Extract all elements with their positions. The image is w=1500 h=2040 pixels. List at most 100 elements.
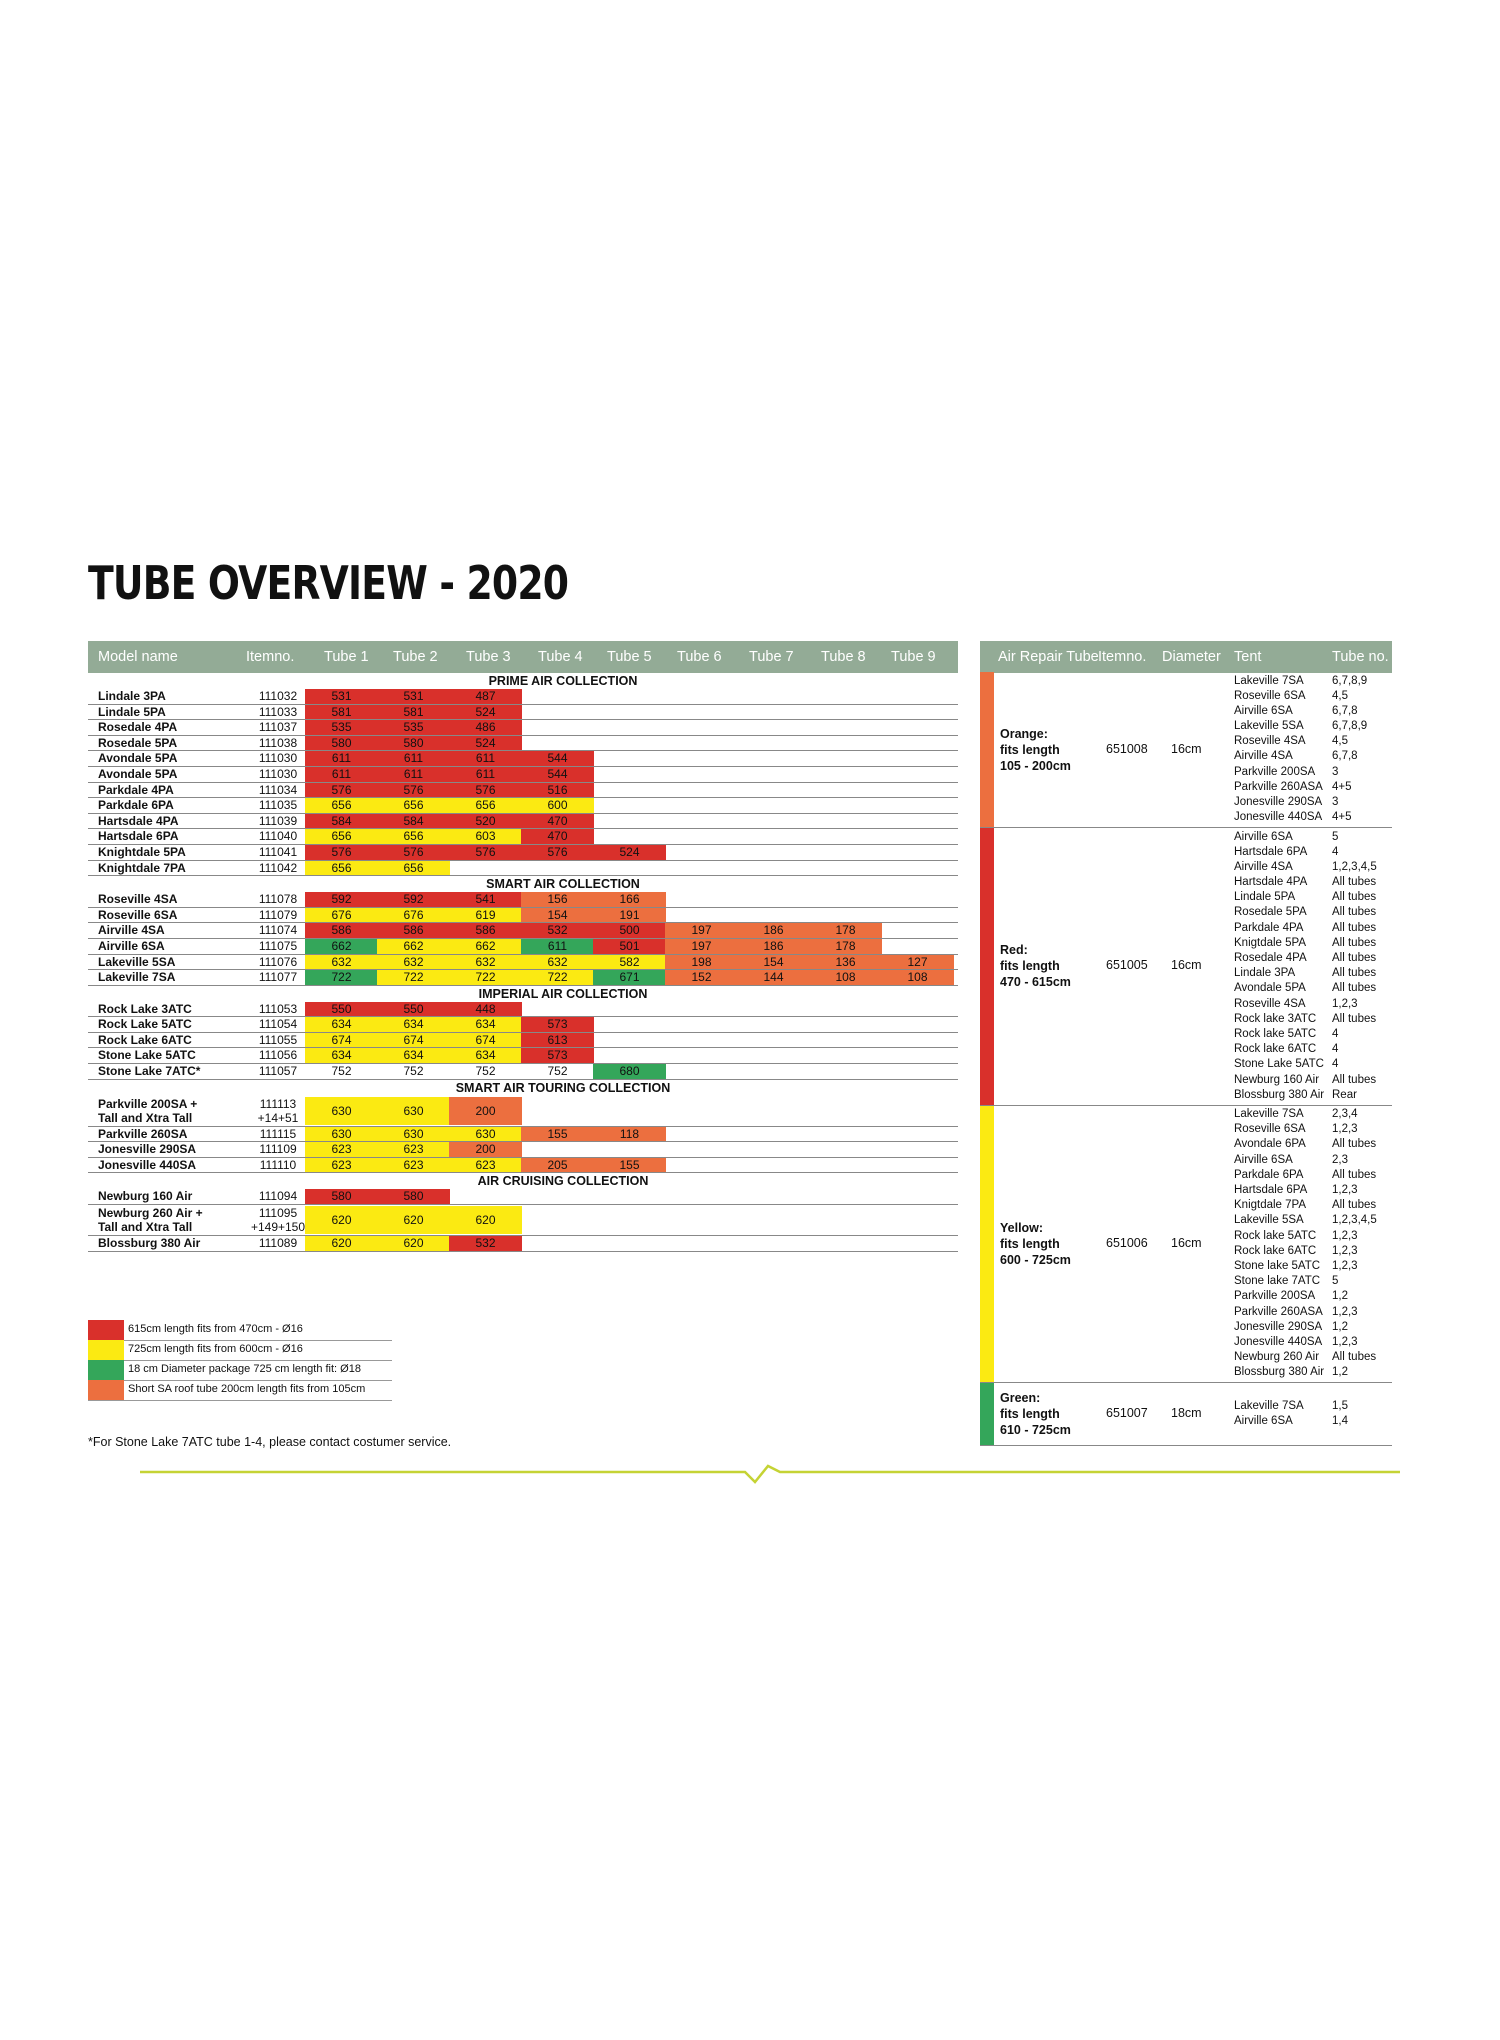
table-row: Rosedale 5PA 111038 580 580 524 bbox=[88, 735, 958, 752]
legend-swatch bbox=[88, 1380, 124, 1400]
tube-cell: 632 bbox=[521, 954, 594, 970]
column-header: Tube 9 bbox=[891, 649, 936, 665]
tube-numbers: 6,7,8,9 bbox=[1332, 720, 1368, 733]
tube-cell: 674 bbox=[377, 1032, 450, 1048]
repair-label-line: fits length bbox=[1000, 742, 1060, 757]
tube-cell: 178 bbox=[809, 923, 882, 938]
tube-cell: 623 bbox=[377, 1157, 450, 1173]
item-number: 111079 bbox=[258, 907, 298, 922]
table-row: Rock Lake 6ATC 111055 674 674 674 613 bbox=[88, 1032, 958, 1049]
tube-cell: 573 bbox=[521, 1048, 594, 1064]
tube-cell: 166 bbox=[593, 892, 666, 907]
item-number: 111077 bbox=[258, 970, 298, 985]
color-bar bbox=[980, 1105, 994, 1383]
model-name-sub: Tall and Xtra Tall bbox=[98, 1110, 193, 1125]
model-name: Parkdale 6PA bbox=[98, 798, 174, 813]
tube-numbers: 4 bbox=[1332, 1027, 1339, 1040]
tent-name: Lakeville 5SA bbox=[1234, 1214, 1304, 1227]
column-header: Tube 7 bbox=[749, 649, 794, 665]
tube-cell: 470 bbox=[521, 829, 594, 844]
tube-cell: 611 bbox=[377, 751, 450, 766]
tent-name: Roseville 4SA bbox=[1234, 997, 1306, 1010]
tube-numbers: 1,2,3 bbox=[1332, 1123, 1358, 1136]
column-header: Tube 1 bbox=[324, 649, 369, 665]
tube-cell: 592 bbox=[377, 892, 450, 907]
tube-cell: 634 bbox=[449, 1017, 522, 1032]
column-header: Tube 2 bbox=[393, 649, 438, 665]
model-name-sub: Tall and Xtra Tall bbox=[98, 1220, 193, 1235]
tent-name: Parkdale 6PA bbox=[1234, 1168, 1304, 1181]
tube-numbers: 4 bbox=[1332, 1058, 1339, 1071]
repair-group: Green: fits length 610 - 725cm 651007 18cm La… bbox=[980, 1383, 1392, 1447]
table-row: Lindale 5PA 111033 581 581 524 bbox=[88, 704, 958, 721]
table-row: Jonesville 290SA 111109 623 623 200 bbox=[88, 1142, 958, 1158]
column-header: Itemno. bbox=[246, 649, 295, 665]
repair-label-line: Red: bbox=[1000, 943, 1028, 958]
tube-cell: 656 bbox=[377, 860, 450, 876]
tube-no-list: 6,7,8,9 4,5 6,7,8 6,7,8,9 4,5 6,7,8 3 4+5 3 4+5 bbox=[1332, 674, 1367, 826]
model-name: Airville 4SA bbox=[98, 923, 165, 938]
tube-cell: 191 bbox=[593, 907, 666, 923]
tube-numbers: 1,5 bbox=[1332, 1399, 1348, 1412]
item-number: 111030 bbox=[258, 751, 298, 766]
table-row: Parkdale 4PA 111034 576 576 576 516 bbox=[88, 782, 958, 799]
table-row: Blossburg 380 Air 111089 620 620 532 bbox=[88, 1236, 958, 1252]
item-number: 111110 bbox=[259, 1157, 297, 1172]
model-name: Hartsdale 4PA bbox=[98, 813, 179, 828]
legend-item: Short SA roof tube 200cm length fits fro… bbox=[88, 1380, 392, 1401]
repair-item-number: 651007 bbox=[1106, 1406, 1148, 1421]
tube-cell: 752 bbox=[475, 1064, 496, 1079]
tent-name: Parkdale 4PA bbox=[1234, 921, 1304, 934]
repair-label-line: 470 - 615cm bbox=[1000, 975, 1071, 990]
item-number-sub: +149+150 bbox=[250, 1220, 306, 1235]
tube-cell: 671 bbox=[593, 970, 666, 985]
tube-cell: 200 bbox=[449, 1142, 522, 1157]
tube-no-list: 2,3,4 1,2,3 All tubes 2,3 All tubes 1,2,3 All … bbox=[1332, 1107, 1377, 1380]
tube-cell: 520 bbox=[449, 813, 522, 829]
tube-cell: 576 bbox=[449, 782, 522, 798]
tube-numbers: 1,2 bbox=[1332, 1320, 1348, 1333]
tube-numbers: All tubes bbox=[1332, 967, 1377, 980]
tube-cell: 550 bbox=[305, 1001, 378, 1017]
item-number: 111037 bbox=[258, 720, 298, 735]
color-bar bbox=[980, 1383, 994, 1446]
tube-cell: 198 bbox=[665, 954, 738, 970]
tent-name: Newburg 260 Air bbox=[1234, 1351, 1320, 1364]
tube-cell: 186 bbox=[737, 923, 810, 938]
model-name: Roseville 6SA bbox=[98, 907, 178, 922]
tube-cell: 535 bbox=[305, 720, 378, 735]
tube-table-header: Model name Itemno. Tube 1 Tube 2 Tube 3 Tube … bbox=[88, 641, 958, 673]
tent-name: Knigtdale 5PA bbox=[1234, 936, 1307, 949]
tube-numbers: 2,3,4 bbox=[1332, 1108, 1358, 1121]
tube-table: PRIME AIR COLLECTION Lindale 3PA 111032 531… bbox=[88, 673, 958, 1252]
tube-numbers: All tubes bbox=[1332, 1351, 1377, 1364]
item-number: 111034 bbox=[258, 782, 298, 797]
tube-cell: 155 bbox=[593, 1157, 666, 1173]
tube-numbers: All tubes bbox=[1332, 1168, 1377, 1181]
tube-cell: 524 bbox=[593, 844, 666, 860]
tube-numbers: All tubes bbox=[1332, 1073, 1377, 1086]
tube-cell: 630 bbox=[305, 1126, 378, 1142]
repair-label-line: 610 - 725cm bbox=[1000, 1423, 1071, 1438]
tube-cell: 178 bbox=[809, 938, 882, 954]
legend-swatch bbox=[88, 1360, 124, 1380]
table-row: Knightdale 7PA 111042 656 656 bbox=[88, 860, 958, 877]
legend-text: 725cm length fits from 600cm - Ø16 bbox=[128, 1343, 303, 1355]
tube-cell: 752 bbox=[403, 1064, 424, 1079]
tube-cell: 144 bbox=[737, 970, 810, 985]
tube-cell: 154 bbox=[521, 907, 594, 923]
tube-cell: 136 bbox=[809, 954, 882, 970]
tent-name: Lakeville 7SA bbox=[1234, 1108, 1304, 1121]
tube-numbers: 4,5 bbox=[1332, 689, 1348, 702]
tube-cell: 634 bbox=[377, 1048, 450, 1064]
repair-label-line: 105 - 200cm bbox=[1000, 758, 1071, 773]
repair-label-line: fits length bbox=[1000, 1407, 1060, 1422]
repair-label-line: 600 - 725cm bbox=[1000, 1252, 1071, 1267]
tube-cell: 722 bbox=[521, 970, 594, 985]
repair-diameter: 16cm bbox=[1171, 1235, 1202, 1250]
tube-cell: 623 bbox=[449, 1157, 522, 1173]
table-row: Roseville 6SA 111079 676 676 619 154 191 bbox=[88, 907, 958, 924]
tube-cell: 152 bbox=[665, 970, 738, 985]
tube-cell: 630 bbox=[305, 1096, 378, 1125]
tent-name: Airville 6SA bbox=[1234, 1153, 1293, 1166]
